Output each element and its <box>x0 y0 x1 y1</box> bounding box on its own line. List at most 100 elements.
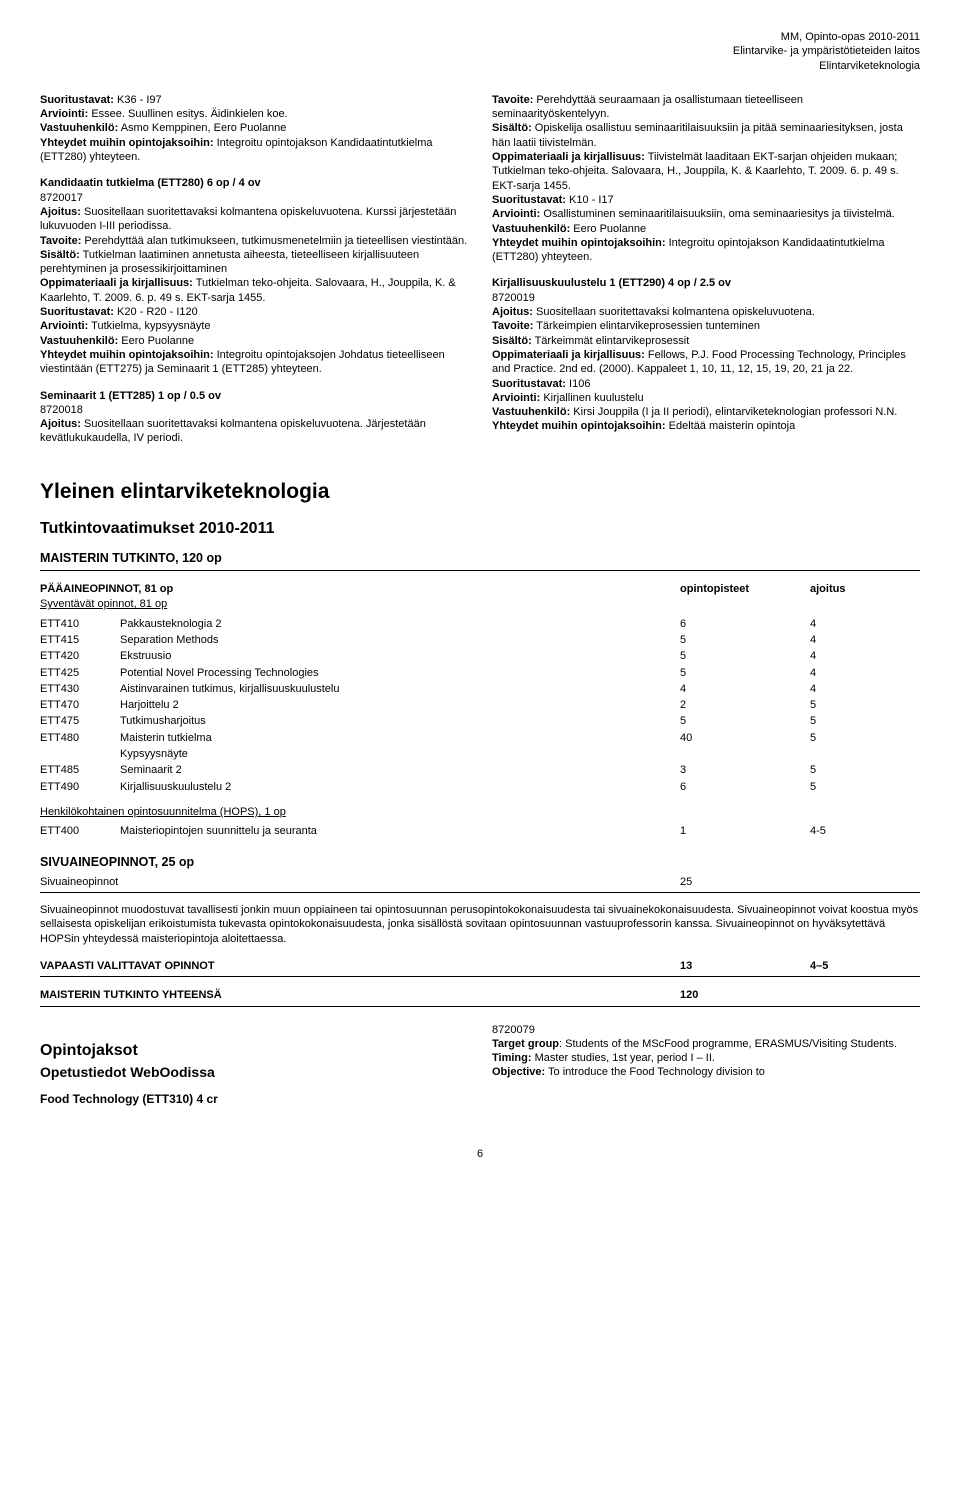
vapaa-row: VAPAASTI VALITTAVAT OPINNOT 13 4–5 <box>40 958 920 974</box>
arviointi-val: Tutkielma, kypsyysnäyte <box>88 320 210 332</box>
table-row: ETT415Separation Methods54 <box>40 632 920 648</box>
tavoite-label: Tavoite: <box>492 94 533 106</box>
sisalto-label: Sisältö: <box>492 335 532 347</box>
row-name: Ekstruusio <box>120 649 680 663</box>
ajoitus-val: Suositellaan suoritettavaksi kolmantena … <box>40 206 456 232</box>
sivu-heading: SIVUAINEOPINNOT, 25 op <box>40 854 920 870</box>
table-row: ETT490Kirjallisuuskuulustelu 265 <box>40 779 920 795</box>
divider <box>40 892 920 893</box>
row-op: 40 <box>680 731 810 745</box>
row-code: ETT430 <box>40 682 120 696</box>
table-row: ETT400Maisteriopintojen suunnittelu ja s… <box>40 823 920 839</box>
row-code: ETT485 <box>40 763 120 777</box>
suoritustavat-val: K36 - I97 <box>114 94 162 106</box>
rows1: ETT410Pakkausteknologia 264ETT415Separat… <box>40 616 920 795</box>
row-code <box>40 747 120 761</box>
row-code: ETT475 <box>40 714 120 728</box>
left-p2: Kandidaatin tutkielma (ETT280) 6 op / 4 … <box>40 176 468 376</box>
opinto-sub: Opetustiedot WebOodissa <box>40 1063 468 1081</box>
th-c1: PÄÄAINEOPINNOT, 81 op <box>40 582 680 596</box>
divider <box>40 976 920 977</box>
sivu-name: Sivuaineopinnot <box>40 875 680 889</box>
row-aj: 4 <box>810 682 920 696</box>
suoritustavat-val: K20 - R20 - I120 <box>114 306 198 318</box>
table-row: ETT485Seminaarit 235 <box>40 762 920 778</box>
vastuu-label: Vastuuhenkilö: <box>40 335 118 347</box>
row-op: 6 <box>680 780 810 794</box>
course-code: 8720017 <box>40 191 468 205</box>
course-title: Kandidaatin tutkielma (ETT280) 6 op / 4 … <box>40 176 468 190</box>
suoritustavat-label: Suoritustavat: <box>40 306 114 318</box>
tavoite-val: Tärkeimpien elintarvikeprosessien tuntem… <box>533 320 760 332</box>
row-code: ETT410 <box>40 617 120 631</box>
objective-val: To introduce the Food Technology divisio… <box>545 1066 765 1078</box>
row-op: 6 <box>680 617 810 631</box>
divider <box>40 1006 920 1007</box>
course-code: 8720019 <box>492 291 920 305</box>
two-col-bottom: Opintojaksot Opetustiedot WebOodissa Foo… <box>40 1023 920 1118</box>
suoritustavat-label: Suoritustavat: <box>492 378 566 390</box>
table-row: ETT410Pakkausteknologia 264 <box>40 616 920 632</box>
br-code: 8720079 <box>492 1023 920 1037</box>
ajoitus-val: Suositellaan suoritettavaksi kolmantena … <box>533 306 815 318</box>
arviointi-label: Arviointi: <box>40 320 88 332</box>
arviointi-val: Essee. Suullinen esitys. Äidinkielen koe… <box>88 108 287 120</box>
row-aj: 4 <box>810 666 920 680</box>
oppi-label: Oppimateriaali ja kirjallisuus: <box>40 277 193 289</box>
row-code: ETT490 <box>40 780 120 794</box>
row-aj: 4 <box>810 617 920 631</box>
yhteydet-label: Yhteydet muihin opintojaksoihin: <box>492 420 666 432</box>
th-c3: opintopisteet <box>680 582 810 596</box>
tavoite-label: Tavoite: <box>40 235 81 247</box>
oppi-label: Oppimateriaali ja kirjallisuus: <box>492 349 645 361</box>
table-row: ETT470Harjoittelu 225 <box>40 697 920 713</box>
left-p3: Seminaarit 1 (ETT285) 1 op / 0.5 ov 8720… <box>40 389 468 446</box>
row-name: Kypsyysnäyte <box>120 747 680 761</box>
sisalto-val: Tutkielman laatiminen annetusta aiheesta… <box>40 249 419 275</box>
course-code: 8720018 <box>40 403 468 417</box>
ajoitus-label: Ajoitus: <box>40 206 81 218</box>
row-op <box>680 747 810 761</box>
vapaa-aj: 4–5 <box>810 959 920 973</box>
target-group-label: Target group <box>492 1038 559 1050</box>
header-l2: Elintarvike- ja ympäristötieteiden laito… <box>40 44 920 58</box>
objective-label: Objective: <box>492 1066 545 1078</box>
header-l3: Elintarviketeknologia <box>40 59 920 73</box>
suoritustavat-val: K10 - I17 <box>566 194 614 206</box>
course-title: Kirjallisuuskuulustelu 1 (ETT290) 4 op /… <box>492 276 920 290</box>
two-col-top: Suoritustavat: K36 - I97 Arviointi: Esse… <box>40 93 920 458</box>
table-row: ETT480Maisterin tutkielma405 <box>40 730 920 746</box>
vapaa-op: 13 <box>680 959 810 973</box>
section-subtitle: Tutkintovaatimukset 2010-2011 <box>40 519 920 540</box>
vastuu-val: Kirsi Jouppila (I ja II periodi), elinta… <box>570 406 897 418</box>
sisalto-val: Opiskelija osallistuu seminaaritilaisuuk… <box>492 122 903 148</box>
table-row: Kypsyysnäyte <box>40 746 920 762</box>
row-code: ETT480 <box>40 731 120 745</box>
row-aj: 4 <box>810 649 920 663</box>
row-name: Harjoittelu 2 <box>120 698 680 712</box>
table-row: ETT420Ekstruusio54 <box>40 648 920 664</box>
vastuu-label: Vastuuhenkilö: <box>492 223 570 235</box>
food-tech-title: Food Technology (ETT310) 4 cr <box>40 1092 468 1108</box>
right-col: Tavoite: Perehdyttää seuraamaan ja osall… <box>492 93 920 458</box>
row-op: 5 <box>680 633 810 647</box>
row-name: Kirjallisuuskuulustelu 2 <box>120 780 680 794</box>
page-number: 6 <box>40 1147 920 1161</box>
table-row: ETT425Potential Novel Processing Technol… <box>40 665 920 681</box>
right-p1: Tavoite: Perehdyttää seuraamaan ja osall… <box>492 93 920 265</box>
sivu-note: Sivuaineopinnot muodostuvat tavallisesti… <box>40 903 920 946</box>
bottom-right: 8720079 Target group: Students of the MS… <box>492 1023 920 1118</box>
arviointi-label: Arviointi: <box>492 392 540 404</box>
row-name: Maisterin tutkielma <box>120 731 680 745</box>
row-aj: 4 <box>810 633 920 647</box>
ajoitus-val: Suositellaan suoritettavaksi kolmantena … <box>40 418 426 444</box>
target-group-val: : Students of the MScFood programme, ERA… <box>559 1038 897 1050</box>
suoritustavat-val: I106 <box>566 378 590 390</box>
total-op: 120 <box>680 988 810 1002</box>
tavoite-val: Perehdyttää alan tutkimukseen, tutkimusm… <box>81 235 467 247</box>
yhteydet-label: Yhteydet muihin opintojaksoihin: <box>40 137 214 149</box>
yhteydet-val: Edeltää maisterin opintoja <box>666 420 796 432</box>
timing-label: Timing: <box>492 1052 532 1064</box>
row-op: 2 <box>680 698 810 712</box>
header-l1: MM, Opinto-opas 2010-2011 <box>40 30 920 44</box>
